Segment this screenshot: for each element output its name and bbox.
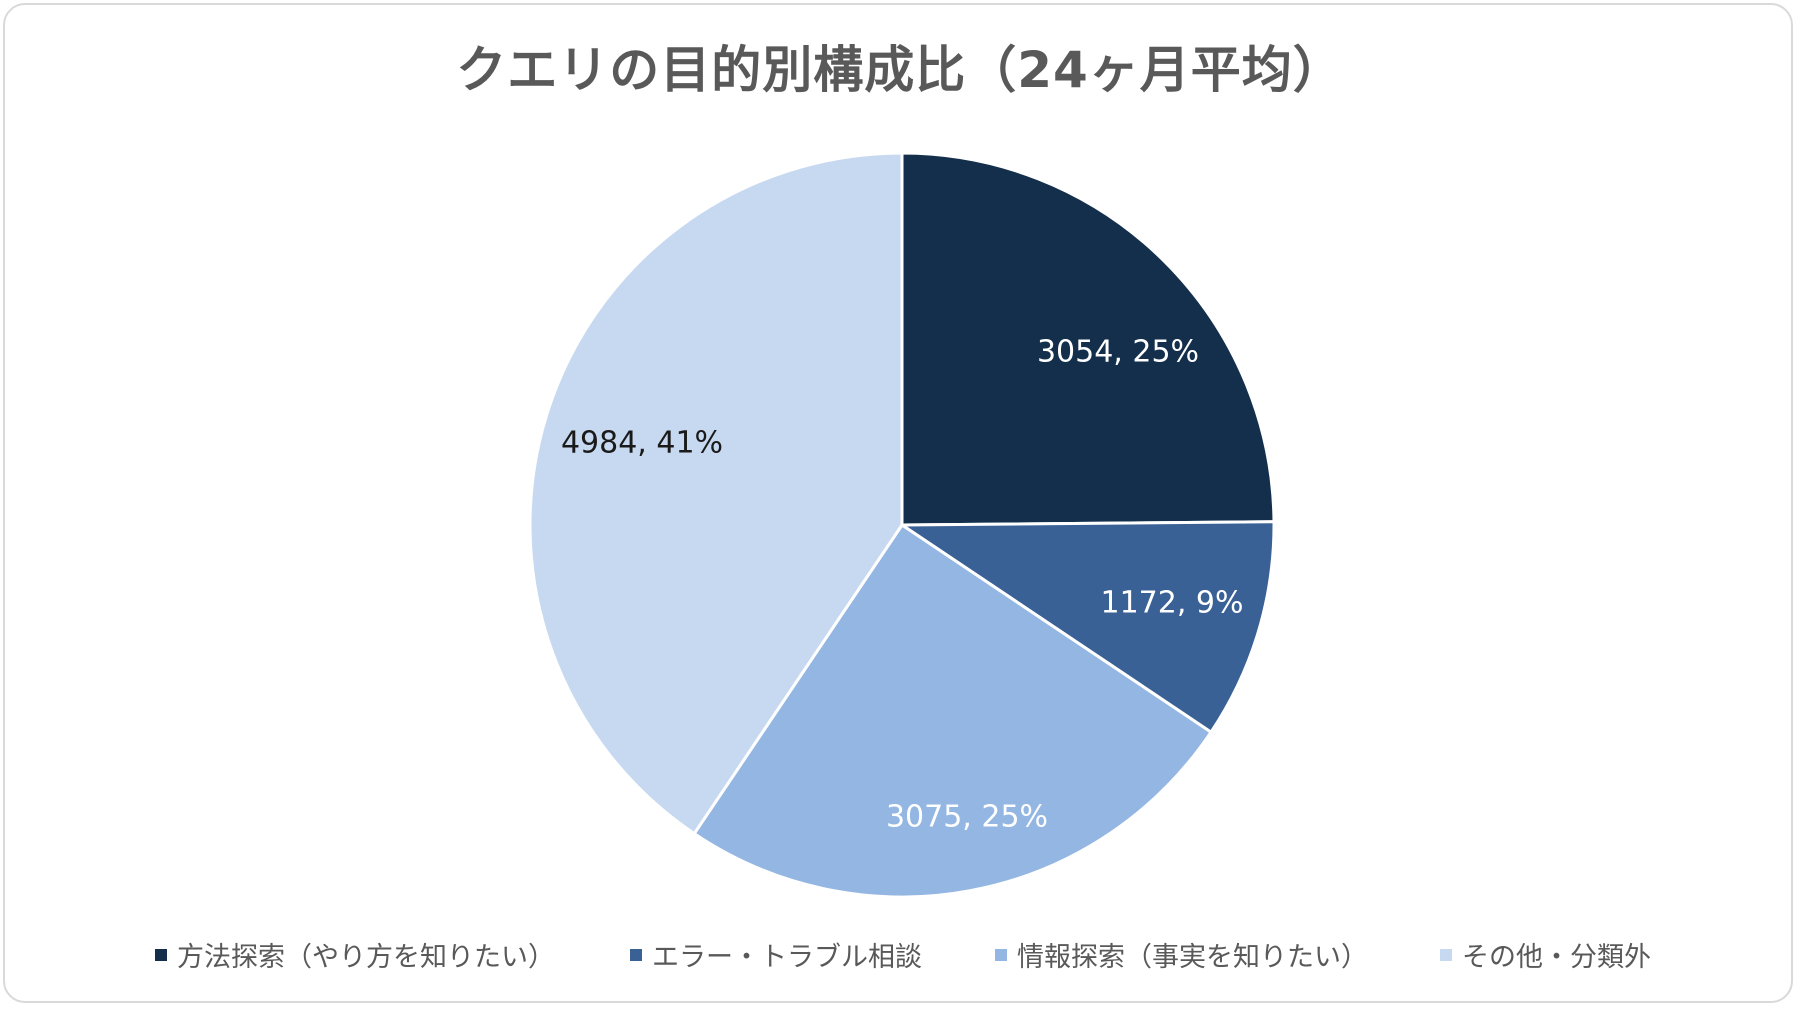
legend-item-1[interactable]: 方法探索（やり方を知りたい） [155,935,555,974]
data-label-2: 1172, 9% [1100,586,1243,621]
data-label-4: 4984, 41% [561,426,723,461]
legend-item-3[interactable]: 情報探索（事実を知りたい） [995,935,1368,974]
legend-label-1: 方法探索（やり方を知りたい） [177,942,555,973]
legend-swatch-1 [155,948,167,961]
legend-label-4: その他・分類外 [1462,942,1651,973]
legend: 方法探索（やり方を知りたい） エラー・トラブル相談 情報探索（事実を知りたい） その他… [0,935,1800,975]
legend-swatch-4 [1440,948,1452,961]
data-label-3: 3075, 25% [886,800,1048,835]
pie-slice-1[interactable] [900,151,1276,527]
chart-title: クエリの目的別構成比（24ヶ月平均） [456,41,1344,99]
legend-swatch-3 [995,948,1007,961]
pie-slice-3[interactable] [692,522,1214,899]
legend-label-2: エラー・トラブル相談 [652,942,922,973]
legend-item-2[interactable]: エラー・トラブル相談 [630,935,922,974]
legend-label-3: 情報探索（事実を知りたい） [1017,942,1368,973]
pie-slice-2[interactable] [897,520,1276,735]
data-label-1: 3054, 25% [1037,335,1199,370]
legend-swatch-2 [630,948,642,961]
legend-item-4[interactable]: その他・分類外 [1440,935,1651,974]
pie-slice-4[interactable] [528,151,904,836]
